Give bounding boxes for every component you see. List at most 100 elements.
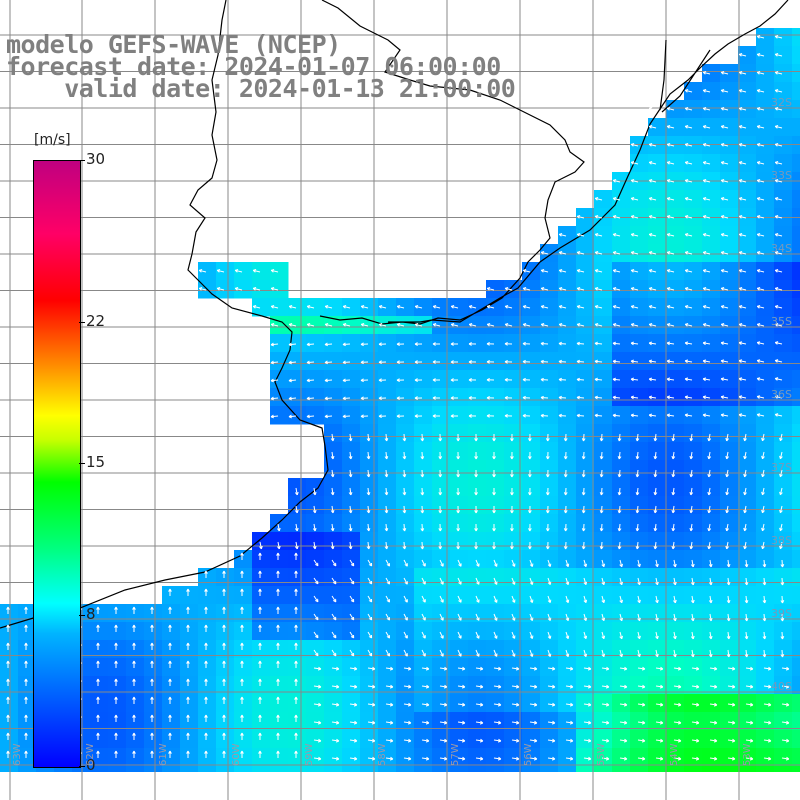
wind-arrow <box>599 433 604 442</box>
wind-arrow <box>780 631 785 640</box>
wind-arrow <box>403 666 412 671</box>
wind-cell <box>648 622 667 641</box>
wind-cell <box>558 334 577 353</box>
wind-arrow <box>540 341 549 346</box>
wind-cell <box>144 604 163 623</box>
wind-arrow <box>306 305 315 309</box>
wind-cell <box>648 316 667 335</box>
wind-arrow <box>402 505 407 514</box>
wind-arrow <box>774 305 783 309</box>
wind-cell <box>666 532 685 551</box>
wind-cell <box>774 658 793 677</box>
wind-cell <box>612 604 631 623</box>
wind-arrow <box>601 702 610 707</box>
wind-cell <box>576 280 595 299</box>
wind-arrow <box>366 433 371 442</box>
wind-arrow <box>276 570 280 578</box>
wind-arrow <box>744 577 749 586</box>
wind-arrow <box>594 269 603 273</box>
wind-arrow <box>637 595 641 604</box>
wind-cell <box>252 658 271 677</box>
wind-arrow <box>720 305 729 309</box>
wind-cell <box>720 550 739 569</box>
wind-arrow <box>774 125 783 129</box>
wind-cell <box>468 658 487 677</box>
wind-cell <box>450 748 469 767</box>
wind-arrow <box>744 649 749 658</box>
wind-cell <box>0 676 19 695</box>
wind-arrow <box>324 323 333 327</box>
wind-cell <box>702 136 721 155</box>
wind-arrow <box>619 649 623 658</box>
wind-cell <box>252 694 271 713</box>
wind-cell <box>270 694 289 713</box>
wind-arrow <box>276 678 280 686</box>
wind-cell <box>702 100 721 119</box>
wind-arrow <box>545 523 550 532</box>
wind-arrow <box>186 750 190 758</box>
wind-cell <box>324 658 343 677</box>
wind-cell <box>774 298 793 317</box>
wind-arrow <box>288 305 297 309</box>
wind-cell <box>756 496 775 515</box>
wind-cell <box>720 694 739 713</box>
wind-cell <box>630 514 649 533</box>
wind-arrow <box>761 487 765 496</box>
wind-arrow <box>594 359 603 364</box>
wind-arrow <box>774 35 783 39</box>
wind-cell <box>576 478 595 497</box>
wind-arrow <box>240 696 244 704</box>
wind-arrow <box>630 161 639 165</box>
wind-cell <box>396 424 415 443</box>
wind-cell <box>612 280 631 299</box>
wind-arrow <box>132 696 136 704</box>
wind-cell <box>774 568 793 587</box>
wind-arrow <box>378 414 387 419</box>
wind-arrow <box>727 738 736 743</box>
title-valid-date: valid date: 2024-01-13 21:00:00 <box>6 74 516 103</box>
wind-arrow <box>708 613 713 622</box>
wind-arrow <box>402 469 407 478</box>
wind-arrow <box>720 395 729 399</box>
wind-arrow <box>306 414 315 419</box>
wind-cell <box>252 730 271 749</box>
wind-arrow <box>288 342 297 347</box>
wind-arrow <box>493 577 498 585</box>
wind-cell <box>684 388 703 407</box>
latitude-label: 39S <box>771 607 792 620</box>
wind-arrow <box>673 702 682 707</box>
wind-cell <box>738 550 757 569</box>
wind-cell <box>468 694 487 713</box>
wind-cell <box>396 694 415 713</box>
wind-cell <box>234 568 253 587</box>
wind-cell <box>486 676 505 695</box>
wind-arrow <box>168 624 172 632</box>
wind-cell <box>432 334 451 353</box>
wind-arrow <box>240 678 244 686</box>
wind-cell <box>396 586 415 605</box>
wind-arrow <box>708 577 713 586</box>
wind-arrow <box>648 305 657 309</box>
wind-arrow <box>528 541 532 550</box>
wind-arrow <box>450 305 459 309</box>
wind-cell <box>504 460 523 479</box>
wind-arrow <box>756 161 765 165</box>
wind-cell <box>630 478 649 497</box>
wind-cell <box>684 118 703 137</box>
wind-cell <box>144 658 163 677</box>
wind-cell <box>666 352 685 371</box>
wind-cell <box>522 388 541 407</box>
wind-cell <box>450 658 469 677</box>
wind-arrow <box>258 660 262 668</box>
wind-arrow <box>545 433 550 442</box>
wind-cell <box>396 298 415 317</box>
wind-cell <box>612 244 631 263</box>
wind-cell <box>234 280 253 299</box>
wind-arrow <box>707 469 712 478</box>
wind-arrow <box>583 577 588 586</box>
wind-cell <box>666 478 685 497</box>
wind-cell <box>792 82 800 101</box>
wind-arrow <box>457 720 466 725</box>
wind-cell <box>792 316 800 335</box>
wind-arrow <box>438 469 443 478</box>
